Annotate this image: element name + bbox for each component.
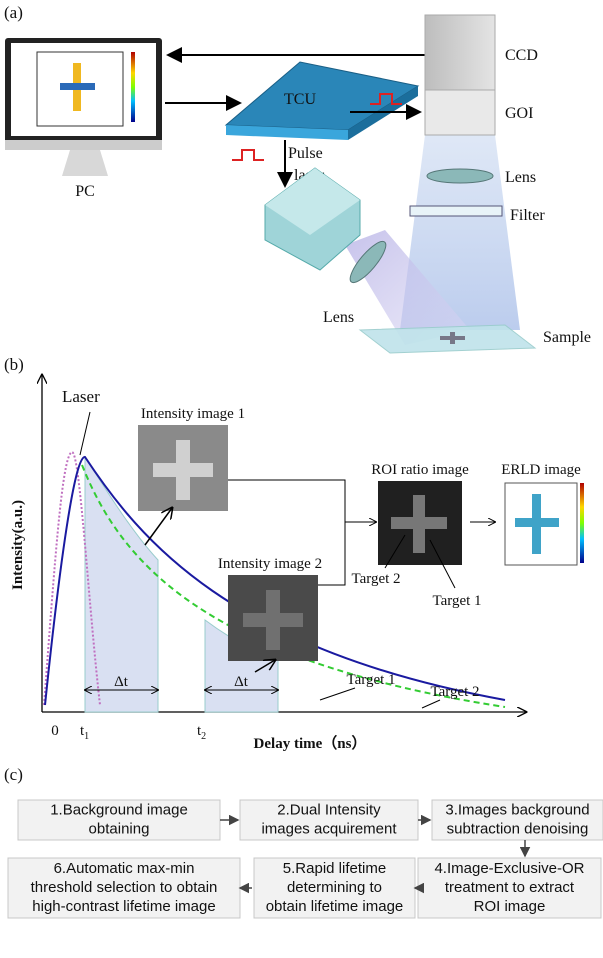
sample-label: Sample — [543, 329, 591, 346]
delta-t-label: Δt — [114, 674, 129, 690]
t2-sub: 2 — [201, 731, 206, 742]
image-title: ROI ratio image — [371, 462, 469, 478]
pc-label: PC — [75, 183, 95, 200]
step-text: threshold selection to obtain — [31, 879, 218, 896]
lens-shape — [427, 169, 493, 183]
step-text: subtraction denoising — [447, 820, 589, 837]
goi-box — [425, 90, 495, 135]
leader-line — [320, 688, 355, 700]
lens-label: Lens — [505, 169, 536, 186]
cross-horizontal — [60, 83, 95, 90]
t1-label: t1 — [80, 723, 89, 742]
tcu-label: TCU — [284, 91, 316, 108]
roi-target-label: Target 1 — [432, 593, 481, 609]
step-text: 1.Background image — [50, 801, 188, 818]
t1-sub: 1 — [84, 731, 89, 742]
ccd-label: CCD — [505, 47, 538, 64]
step-text: ROI image — [474, 898, 546, 915]
curve-target-label: Target 1 — [346, 672, 395, 688]
step-text: 3.Images background — [445, 801, 589, 818]
image-title: Intensity image 1 — [141, 406, 245, 422]
leader-line — [80, 412, 90, 455]
colorbar — [131, 52, 135, 122]
step-text: 2.Dual Intensity — [277, 801, 381, 818]
step-text: treatment to extract — [445, 879, 575, 896]
colorbar — [580, 483, 584, 563]
step-text: obtaining — [89, 820, 150, 837]
panel-a: (a) PC CCD GOI TCU Pulse laser Lens Lens… — [4, 3, 591, 353]
step-text: images acquirement — [261, 820, 397, 837]
pulse-label: Pulse — [288, 145, 323, 162]
arrow — [145, 508, 172, 545]
figure: (a) PC CCD GOI TCU Pulse laser Lens Lens… — [0, 0, 603, 958]
panel-b: (b) Intensity(a.u.) Delay time（ns） 0 t1 … — [4, 355, 584, 752]
flowchart: 1.Background image obtaining 2.Dual Intens… — [8, 800, 603, 918]
step-text: 6.Automatic max-min — [54, 860, 195, 877]
t2-label: t2 — [197, 723, 206, 742]
filter-plate — [410, 206, 502, 216]
leader-line — [422, 700, 440, 708]
step-text: determining to — [287, 879, 382, 896]
step-text: obtain lifetime image — [266, 898, 404, 915]
y-axis-label: Intensity(a.u.) — [10, 500, 26, 590]
image-title: Intensity image 2 — [218, 556, 322, 572]
tcu-top — [226, 62, 418, 130]
panel-label: (c) — [4, 765, 23, 784]
step-text: high-contrast lifetime image — [32, 898, 215, 915]
curve-target-label: Target 2 — [430, 684, 479, 700]
goi-label: GOI — [505, 105, 533, 122]
monitor-chin — [5, 140, 162, 150]
filter-label: Filter — [510, 207, 545, 224]
monitor-stand — [62, 150, 108, 176]
step-text: 4.Image-Exclusive-OR — [434, 860, 584, 877]
pulse-icon — [232, 150, 264, 160]
laser-label: Laser — [62, 387, 100, 406]
panel-c: (c) 1.Background image obtaining 2.Dual In… — [4, 765, 603, 918]
ccd-box — [425, 15, 495, 90]
origin-label: 0 — [51, 723, 59, 739]
x-axis-label: Delay time（ns） — [254, 734, 367, 752]
panel-label: (a) — [4, 3, 23, 22]
image-title: ERLD image — [501, 462, 581, 478]
delta-t-label: Δt — [234, 674, 249, 690]
roi-target-label: Target 2 — [351, 571, 400, 587]
panel-label: (b) — [4, 355, 24, 374]
lens-label: Lens — [323, 309, 354, 326]
step-text: 5.Rapid lifetime — [283, 860, 386, 877]
